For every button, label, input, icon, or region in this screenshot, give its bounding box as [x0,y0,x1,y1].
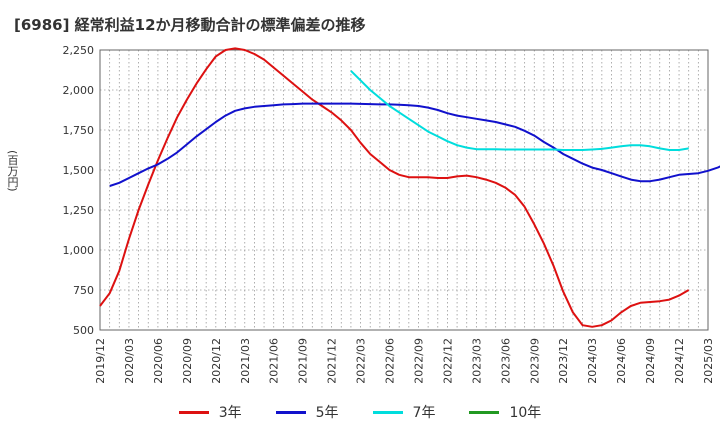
legend-swatch-5yr [275,410,306,414]
x-tick-label: 2019/12 [94,338,107,384]
y-axis-label: (百万円) [6,150,19,192]
legend-label-7yr: 7年 [412,405,436,421]
chart-title: [6986] 経常利益12か月移動合計の標準偏差の推移 [14,16,366,34]
y-tick-label: 1,750 [63,124,95,137]
x-tick-label: 2020/09 [181,338,194,384]
series-line-3yr [99,47,690,328]
series-line-7yr [350,70,689,151]
legend-label-5yr: 5年 [315,405,339,421]
legend-item[interactable]: 10年 [469,402,541,422]
y-tick-label: 500 [73,324,94,337]
plot-frame [99,49,709,331]
x-tick-labels: 2019/12 2020/03 2020/06 2020/09 2020/12 2021/… [94,338,715,384]
series-line-5yr [109,102,720,187]
x-tick-label: 2023/03 [470,338,483,384]
x-tick-label: 2024/03 [586,338,599,384]
line-chart: 500 750 1,000 1,250 1,500 1,750 2,000 2,250 201… [63,44,720,384]
legend: 3年 5年 7年 10年 [0,402,720,422]
x-tick-label: 2024/09 [644,338,657,384]
y-tick-labels: 500 750 1,000 1,250 1,500 1,750 2,000 2,250 [63,44,95,337]
x-tick-label: 2023/12 [557,338,570,384]
legend-swatch-3yr [178,410,209,414]
legend-item[interactable]: 3年 [178,402,242,422]
x-tick-label: 2024/12 [673,338,686,384]
x-tick-label: 2022/06 [384,338,397,384]
y-tick-label: 1,250 [63,204,95,217]
x-tick-label: 2021/06 [268,338,281,384]
x-tick-label: 2022/12 [441,338,454,384]
x-tick-label: 2021/12 [326,338,339,384]
legend-item[interactable]: 5年 [275,402,339,422]
y-tick-label: 2,000 [63,84,95,97]
x-tick-label: 2020/06 [152,338,165,384]
x-tick-label: 2024/06 [615,338,628,384]
x-tick-label: 2022/09 [412,338,425,384]
legend-label-10yr: 10年 [509,405,542,421]
y-tick-label: 750 [73,284,94,297]
x-tick-label: 2023/09 [528,338,541,384]
legend-label-3yr: 3年 [218,405,242,421]
x-tick-label: 2025/03 [702,338,715,384]
y-tick-label: 2,250 [63,44,95,57]
x-tick-label: 2020/03 [123,338,136,384]
x-tick-label: 2020/12 [210,338,223,384]
x-tick-label: 2021/03 [239,338,252,384]
y-tick-label: 1,000 [63,244,95,257]
legend-swatch-10yr [469,410,500,414]
x-tick-label: 2023/06 [499,338,512,384]
y-tick-label: 1,500 [63,164,95,177]
x-tick-label: 2022/03 [355,338,368,384]
series-lines [99,47,720,328]
gridlines [99,49,709,331]
x-tick-label: 2021/09 [297,338,310,384]
legend-item[interactable]: 7年 [372,402,436,422]
legend-swatch-7yr [372,410,403,414]
